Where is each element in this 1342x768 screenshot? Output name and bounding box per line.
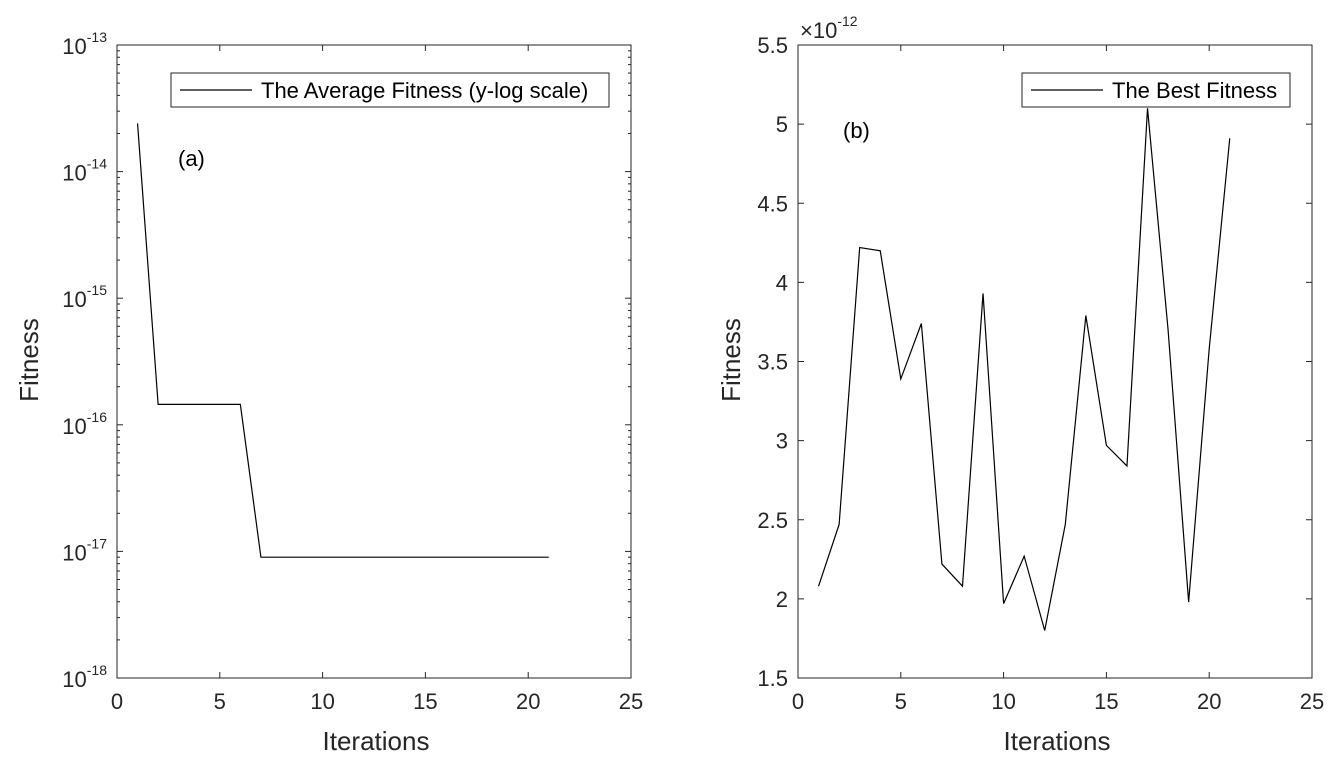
x-tick-label: 5 (214, 689, 226, 714)
x-tick-label: 25 (1300, 689, 1324, 714)
x-tick-label: 20 (516, 689, 540, 714)
panel-a: 0 5 10 15 20 25 10-1810-1710-1610-1510-1410-1… (14, 29, 643, 756)
y-axis-title-b: Fitness (716, 318, 746, 402)
legend-a: The Average Fitness (y-log scale) (170, 72, 610, 108)
y-tick-label: 10-17 (62, 535, 107, 565)
y-tick-label: 10-18 (62, 662, 107, 692)
tick-marks-b (797, 44, 1313, 679)
x-axis-title-b: Iterations (1004, 726, 1111, 756)
panel-annotation-a: (a) (178, 146, 205, 171)
x-tick-label: 25 (619, 689, 643, 714)
y-tick-label-base: 10 (62, 287, 86, 312)
plot-area-a (116, 44, 632, 679)
y-tick-label: 2 (776, 587, 788, 612)
y-tick-label-base: 10 (62, 161, 86, 186)
y-tick-label-exp: -15 (87, 282, 107, 298)
x-tick-labels-b: 0 5 10 15 20 25 (792, 689, 1324, 714)
series-line-best-fitness (817, 108, 1231, 631)
panel-b: 0 5 10 15 20 25 1.5 2 2.5 3 3.5 4 4.5 5 5.5 Iteration… (716, 13, 1324, 756)
y-tick-label: 5.5 (757, 33, 788, 58)
y-tick-label-base: 10 (62, 540, 86, 565)
x-tick-label: 5 (895, 689, 907, 714)
y-tick-label-base: 10 (62, 667, 86, 692)
plot-area-b (797, 44, 1313, 679)
y-axis-title-a: Fitness (14, 318, 44, 402)
x-axis-title-a: Iterations (323, 726, 430, 756)
tick-marks-a (116, 44, 632, 679)
legend-b: The Best Fitness (1021, 72, 1291, 108)
x-tick-labels-a: 0 5 10 15 20 25 (111, 689, 643, 714)
y-tick-label-exp: -17 (87, 535, 107, 551)
y-tick-label-exp: -18 (87, 662, 107, 678)
y-multiplier-b: ×10-12 (800, 13, 858, 43)
series-line-average-fitness (136, 123, 549, 558)
y-tick-label-base: 10 (62, 414, 86, 439)
y-tick-label: 3 (776, 429, 788, 454)
y-tick-label: 10-16 (62, 409, 107, 439)
y-tick-label-base: 10 (62, 34, 86, 59)
y-multiplier-exp-b: -12 (837, 13, 857, 29)
y-tick-label-exp: -14 (87, 156, 107, 172)
y-tick-label: 10-13 (62, 29, 107, 59)
x-tick-label: 0 (792, 689, 804, 714)
y-tick-label: 10-15 (62, 282, 107, 312)
y-tick-label-exp: -13 (87, 29, 107, 45)
legend-label-b: The Best Fitness (1112, 78, 1277, 103)
legend-label-a: The Average Fitness (y-log scale) (261, 78, 588, 103)
x-tick-label: 0 (111, 689, 123, 714)
x-tick-label: 10 (991, 689, 1015, 714)
y-tick-label: 4.5 (757, 191, 788, 216)
y-tick-label: 5 (776, 112, 788, 137)
panel-annotation-b: (b) (843, 118, 870, 143)
y-tick-label: 10-14 (62, 156, 107, 186)
x-tick-label: 10 (310, 689, 334, 714)
x-tick-label: 15 (1094, 689, 1118, 714)
y-tick-label: 3.5 (757, 350, 788, 375)
y-tick-label-exp: -16 (87, 409, 107, 425)
x-tick-label: 15 (413, 689, 437, 714)
y-multiplier-prefix-b: ×10 (800, 18, 837, 43)
y-tick-label: 1.5 (757, 666, 788, 691)
y-tick-labels-b: 1.5 2 2.5 3 3.5 4 4.5 5 5.5 (757, 33, 788, 691)
y-tick-label: 4 (776, 270, 788, 295)
y-tick-label: 2.5 (757, 508, 788, 533)
x-tick-label: 20 (1197, 689, 1221, 714)
